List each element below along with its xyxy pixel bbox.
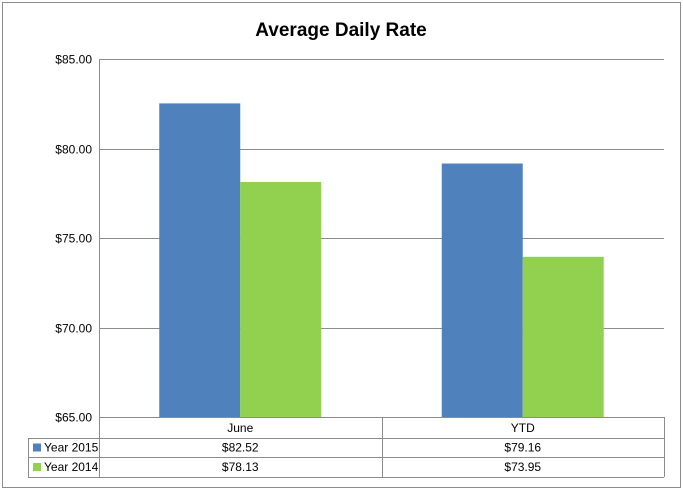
bar xyxy=(240,181,322,417)
bars xyxy=(159,103,604,417)
bar xyxy=(159,103,241,417)
legend-swatch xyxy=(33,463,41,471)
bar xyxy=(522,256,604,417)
y-axis-ticks: $65.00 $70.00 $75.00 $80.00 $85.00 xyxy=(55,53,92,425)
data-label: $79.16 xyxy=(504,441,541,455)
y-tick-label: $75.00 xyxy=(55,232,92,246)
chart-title: Average Daily Rate xyxy=(255,20,426,41)
data-label: $82.52 xyxy=(222,441,259,455)
data-table: June YTD Year 2015 $82.52 $79.16 Year 2014 $78… xyxy=(28,417,665,478)
legend-label: Year 2014 xyxy=(44,460,99,474)
data-label: $78.13 xyxy=(222,460,259,474)
legend-swatch xyxy=(33,443,41,452)
legend-label: Year 2015 xyxy=(44,441,99,455)
y-tick-label: $80.00 xyxy=(55,143,92,157)
category-label: YTD xyxy=(511,421,535,435)
category-label: June xyxy=(227,421,253,435)
y-tick-label: $65.00 xyxy=(55,411,92,425)
bar xyxy=(441,163,523,417)
y-tick-label: $85.00 xyxy=(55,53,92,67)
y-tick-label: $70.00 xyxy=(55,322,92,336)
data-label: $73.95 xyxy=(504,460,541,474)
